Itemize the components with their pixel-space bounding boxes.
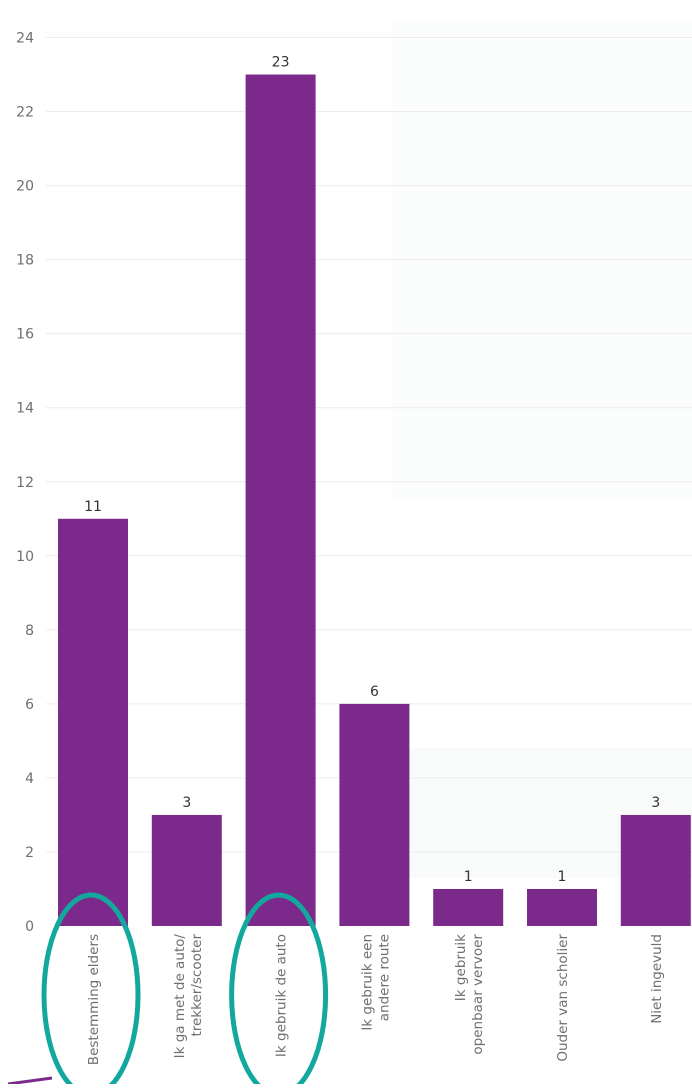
y-tick-label: 6 xyxy=(25,697,34,713)
bar xyxy=(339,703,410,926)
x-tick-label: Ik ga met de auto/trekker/scooter xyxy=(172,934,205,1059)
y-tick-label: 18 xyxy=(16,253,34,269)
bar xyxy=(151,814,222,926)
x-tick-label: Niet ingevuld xyxy=(649,934,665,1024)
x-tick-label-line: Ouder van scholier xyxy=(555,934,571,1062)
y-tick-label: 24 xyxy=(16,31,34,47)
bar xyxy=(58,518,128,926)
x-tick-label: Ik gebruik eenandere route xyxy=(359,934,392,1031)
y-tick-label: 14 xyxy=(16,401,34,417)
data-label: 1 xyxy=(464,869,473,885)
y-tick-label: 12 xyxy=(16,475,34,491)
y-tick-label: 16 xyxy=(16,327,34,343)
x-tick-label: Bestemming elders xyxy=(86,934,102,1065)
x-tick-label-line: openbaar vervoer xyxy=(470,934,486,1055)
x-tick-label: Ouder van scholier xyxy=(555,934,571,1062)
x-tick-label: Ik gebruik de auto xyxy=(274,934,290,1057)
y-tick-label: 0 xyxy=(25,919,34,935)
data-label: 3 xyxy=(651,795,660,811)
y-tick-label: 20 xyxy=(16,179,34,195)
data-label: 3 xyxy=(182,795,191,811)
x-tick-label-line: Niet ingevuld xyxy=(649,934,665,1024)
y-tick-label: 4 xyxy=(25,771,34,787)
bar xyxy=(527,888,597,926)
y-tick-label: 2 xyxy=(25,845,34,861)
x-tick-label-line: Ik gebruik de auto xyxy=(274,934,290,1057)
x-tick-label-line: Bestemming elders xyxy=(86,934,102,1065)
y-tick-label: 22 xyxy=(16,105,34,121)
data-label: 11 xyxy=(84,499,102,515)
bars xyxy=(58,74,691,927)
x-tick-label-line: Ik ga met de auto/ xyxy=(172,934,188,1059)
x-tick-label: Ik gebruikopenbaar vervoer xyxy=(453,934,486,1055)
background-watermark xyxy=(392,20,692,878)
data-label: 1 xyxy=(558,869,567,885)
x-tick-label-line: andere route xyxy=(376,934,392,1021)
highlight-annotations xyxy=(7,892,329,1088)
data-label: 23 xyxy=(272,55,290,71)
bar xyxy=(433,888,504,926)
gridlines xyxy=(46,37,692,853)
highlight-ellipse xyxy=(229,892,329,1088)
bar xyxy=(245,74,316,927)
x-tick-label-line: Ik gebruik een xyxy=(359,934,375,1031)
y-tick-label: 10 xyxy=(16,549,34,565)
y-tick-label: 8 xyxy=(25,623,34,639)
pointer-stroke xyxy=(7,1076,53,1086)
bar xyxy=(620,814,691,926)
x-axis-tick-labels: Bestemming elders Ik ga met de auto/trekk… xyxy=(86,934,665,1066)
highlight-ellipse xyxy=(41,892,141,1088)
data-label: 6 xyxy=(370,684,379,700)
x-tick-label-line: Ik gebruik xyxy=(453,934,469,1001)
x-tick-label-line: trekker/scooter xyxy=(189,934,205,1037)
